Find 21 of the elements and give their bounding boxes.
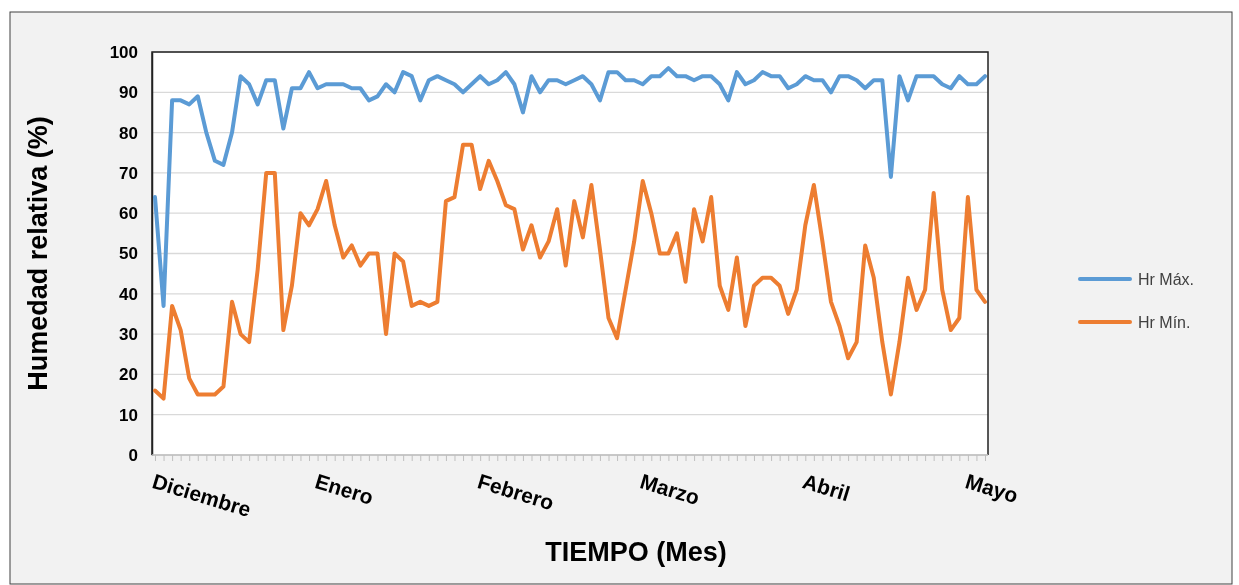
y-tick-label: 30 bbox=[119, 325, 138, 345]
y-tick-label: 100 bbox=[109, 42, 138, 62]
y-tick-label: 50 bbox=[119, 244, 138, 264]
y-tick-label: 20 bbox=[119, 365, 138, 385]
line-series bbox=[153, 66, 988, 308]
y-tick-label: 80 bbox=[119, 123, 138, 143]
y-tick-label: 60 bbox=[119, 204, 138, 224]
line-series bbox=[153, 142, 988, 401]
legend-label: Hr Mín. bbox=[1138, 313, 1191, 331]
y-tick-label: 90 bbox=[119, 83, 138, 103]
x-tick-label: Abril bbox=[800, 469, 853, 506]
x-tick-label: Enero bbox=[312, 469, 377, 509]
legend-label: Hr Máx. bbox=[1138, 270, 1194, 288]
y-tick-label: 0 bbox=[128, 445, 138, 465]
x-tick-label: Marzo bbox=[637, 469, 703, 510]
x-axis-title: TIEMPO (Mes) bbox=[545, 537, 727, 567]
y-tick-label: 10 bbox=[119, 405, 138, 425]
y-axis-title: Humedad relativa (%) bbox=[23, 116, 53, 391]
y-tick-label: 70 bbox=[119, 163, 138, 183]
x-tick-label: Mayo bbox=[962, 469, 1021, 508]
y-tick-label: 40 bbox=[119, 284, 138, 304]
